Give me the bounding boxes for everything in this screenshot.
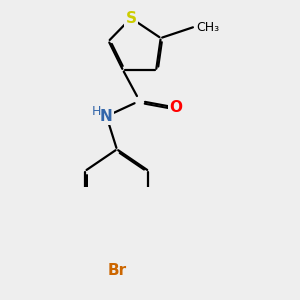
Text: N: N [100, 109, 113, 124]
Text: Br: Br [107, 263, 126, 278]
Text: CH₃: CH₃ [196, 21, 220, 34]
Text: O: O [169, 100, 183, 115]
Text: S: S [125, 11, 136, 26]
Text: H: H [92, 105, 101, 118]
